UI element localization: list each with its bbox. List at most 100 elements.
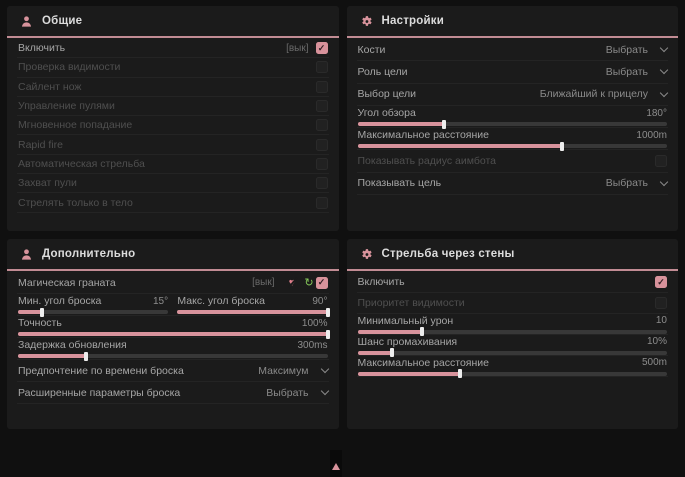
slider-track[interactable]	[18, 329, 329, 339]
slider-track[interactable]	[18, 351, 328, 361]
dropdown-value: Выбрать	[605, 43, 648, 56]
checkbox-unchecked[interactable]	[315, 157, 328, 170]
dropdown-control[interactable]: Выбрать	[606, 177, 669, 189]
slider-track[interactable]	[357, 327, 667, 336]
dropdown-value: Максимум	[258, 364, 309, 377]
slider-label: Угол обзора	[357, 107, 416, 120]
slider-label: Максимальное расстояние	[357, 129, 489, 142]
refresh-icon[interactable]: ↻	[304, 277, 314, 289]
checkbox-checked[interactable]: ✓	[315, 276, 328, 289]
slider-value: 15°	[152, 295, 169, 307]
panel-title: Стрельба через стены	[381, 248, 515, 260]
slider-row: Максимальное расстояние 500m	[356, 356, 668, 378]
dropdown-row[interactable]: Предпочтение по времени броска Максимум	[17, 360, 329, 382]
dropdown-control[interactable]: Выбрать	[605, 43, 669, 56]
dropdown-row[interactable]: Кости Выбрать	[356, 39, 669, 62]
toggle-row[interactable]: Захват пули	[17, 174, 329, 194]
slider-row: Шанс промахивания 10%	[356, 335, 668, 357]
scroll-indicator-arrow[interactable]	[332, 463, 340, 470]
dropdown-label: Расширенные параметры броска	[18, 386, 181, 399]
toggle-row[interactable]: Показывать радиус аимбота	[356, 150, 668, 173]
toggle-label: Показывать радиус аимбота	[357, 155, 497, 168]
dropdown-row[interactable]: Расширенные параметры броска Выбрать	[17, 382, 329, 404]
slider-value: 1000m	[636, 129, 667, 141]
slider-fill	[357, 327, 425, 336]
dropdown-value: Ближайший к прицелу	[539, 88, 648, 101]
slider-row: Угол обзора 180°	[356, 106, 668, 129]
toggle-row[interactable]: Сайлент нож	[17, 78, 329, 97]
toggle-row[interactable]: Автоматическая стрельба	[17, 155, 329, 175]
panel-title: Настройки	[381, 15, 444, 27]
slider-label: Мин. угол броска	[18, 295, 102, 307]
broken-heart-icon[interactable]: ♥	[286, 276, 299, 289]
toggle-label: Захват пули	[18, 177, 77, 190]
checkbox-checked[interactable]: ✓	[655, 276, 667, 288]
toggle-row[interactable]: Стрелять только в тело	[17, 193, 329, 213]
slider-label: Шанс промахивания	[357, 335, 458, 348]
panel-title: Общие	[42, 15, 83, 27]
slider-value: 300ms	[297, 339, 328, 351]
dropdown-row[interactable]: Выбор цели Ближайший к прицелу	[356, 84, 669, 106]
slider-value: 180°	[646, 107, 667, 119]
gear-icon	[361, 248, 372, 259]
dropdown-control[interactable]: Ближайший к прицелу	[539, 88, 669, 101]
slider-row: Максимальное расстояние 1000m	[356, 128, 668, 151]
checkbox-unchecked[interactable]	[655, 155, 667, 168]
toggle-label: Проверка видимости	[18, 61, 121, 74]
chevron-down-icon	[320, 364, 329, 374]
toggle-row[interactable]: Мгновенное попадание	[17, 116, 329, 136]
checkbox-unchecked[interactable]	[315, 80, 328, 93]
checkbox-unchecked[interactable]	[315, 61, 328, 74]
panel-settings-header: Настройки	[346, 6, 678, 38]
toggle-row[interactable]: Проверка видимости	[17, 58, 329, 78]
checkbox-checked[interactable]: ✓	[315, 42, 328, 55]
slider-label: Минимальный урон	[357, 314, 454, 327]
slider-track[interactable]	[357, 348, 667, 357]
toggle-row[interactable]: Приоритет видимости	[356, 293, 668, 314]
checkbox-unchecked[interactable]	[315, 177, 328, 190]
checkbox-unchecked[interactable]	[315, 100, 328, 113]
checkbox-unchecked[interactable]	[315, 138, 328, 151]
dropdown-control[interactable]: Выбрать	[266, 386, 329, 399]
slider-track[interactable]	[177, 307, 330, 317]
slider-value: 10	[655, 315, 667, 326]
toggle-row[interactable]: Rapid fire	[17, 135, 329, 155]
gear-icon	[361, 15, 372, 26]
dropdown-control[interactable]: Выбрать	[606, 66, 669, 78]
toggle-label: Управление пулями	[18, 100, 115, 113]
slider-row: Точность 100%	[17, 316, 329, 339]
dropdown-label: Показывать цель	[357, 177, 442, 190]
slider-value: 500m	[641, 357, 667, 368]
toggle-label: Автоматическая стрельба	[18, 157, 145, 170]
dropdown-label: Роль цели	[357, 65, 408, 78]
panel-general-header: Общие	[7, 6, 339, 38]
toggle-row[interactable]: Управление пулями	[17, 97, 329, 117]
slider-track[interactable]	[357, 119, 667, 129]
toggle-label: Магическая граната	[18, 276, 116, 289]
toggle-label: Стрелять только в тело	[18, 196, 133, 209]
panel-additional-header: Дополнительно	[7, 239, 339, 271]
dropdown-row[interactable]: Показывать цель Выбрать	[356, 173, 669, 196]
panel-general: Общие Включить [вык] ✓ Проверка видимост…	[7, 6, 339, 231]
keybind-label: [вык]	[286, 42, 309, 54]
slider-label: Задержка обновления	[18, 339, 127, 351]
slider-value: 10%	[646, 336, 667, 347]
dropdown-row[interactable]: Роль цели Выбрать	[356, 61, 669, 84]
panel-settings: Настройки Кости Выбрать Роль цели Выбрат…	[346, 6, 678, 231]
slider-track[interactable]	[357, 141, 667, 151]
slider-track[interactable]	[18, 307, 169, 317]
dropdown-value: Выбрать	[266, 386, 309, 399]
checkbox-unchecked[interactable]	[315, 119, 328, 132]
slider-track[interactable]	[357, 369, 667, 378]
toggle-label: Мгновенное попадание	[18, 119, 133, 132]
toggle-row-magic-grenade[interactable]: Магическая граната [вык] ♥ ↻ ✓	[17, 272, 329, 294]
toggle-row-enable[interactable]: Включить ✓	[356, 272, 668, 293]
dropdown-control[interactable]: Максимум	[258, 364, 329, 377]
chevron-down-icon	[659, 88, 669, 97]
toggle-row-enable[interactable]: Включить [вык] ✓	[17, 39, 329, 59]
checkbox-unchecked[interactable]	[315, 196, 328, 209]
slider-label: Макс. угол броска	[177, 295, 266, 307]
slider-fill	[357, 119, 446, 129]
panel-wallbang: Стрельба через стены Включить ✓ Приорите…	[346, 239, 678, 429]
checkbox-unchecked[interactable]	[655, 297, 667, 309]
